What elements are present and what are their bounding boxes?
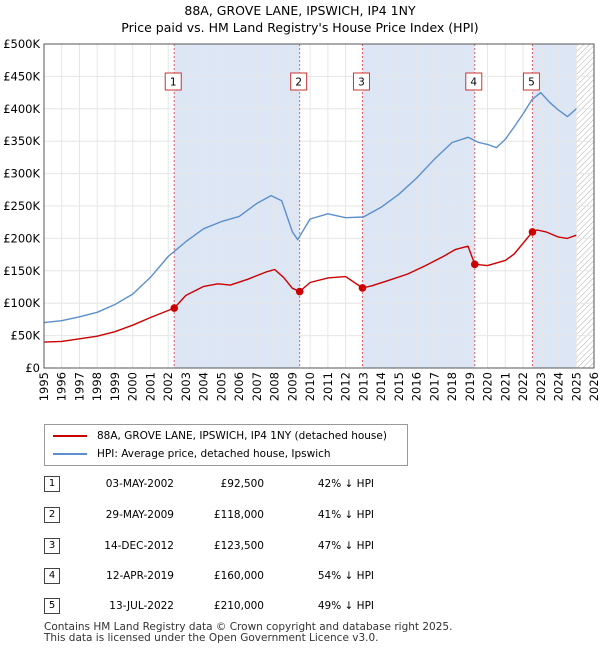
sale-marker-box bbox=[465, 72, 483, 91]
sale-date: 29-MAY-2009 bbox=[105, 509, 174, 521]
x-tick-label: 2019 bbox=[463, 372, 477, 401]
x-tick-label: 1996 bbox=[55, 372, 69, 401]
table-row: 2 29-MAY-2009 £118,000 41% ↓ HPI bbox=[44, 507, 464, 523]
price-paid-line bbox=[43, 229, 577, 343]
chart-title: 88A, GROVE LANE, IPSWICH, IP4 1NY bbox=[184, 3, 416, 18]
x-tick-label: 2010 bbox=[303, 372, 317, 401]
sale-point bbox=[528, 228, 537, 236]
sale-price: £92,500 bbox=[220, 478, 264, 490]
x-tick-label: 1995 bbox=[37, 372, 51, 401]
sale-marker-label: 3 bbox=[358, 77, 365, 89]
y-tick-label: £500K bbox=[3, 37, 40, 51]
x-tick-label: 2008 bbox=[268, 372, 282, 401]
sale-hpi-diff: 54% ↓ HPI bbox=[317, 570, 374, 582]
legend-hpi-swatch bbox=[53, 453, 87, 455]
chart-legend: 88A, GROVE LANE, IPSWICH, IP4 1NY (detac… bbox=[44, 424, 408, 466]
x-tick-label: 2017 bbox=[427, 372, 441, 401]
sale-marker-label: 4 bbox=[470, 77, 477, 89]
y-tick-label: £150K bbox=[3, 264, 40, 278]
sale-marker-label: 2 bbox=[295, 77, 302, 89]
y-tick-label: £0 bbox=[25, 361, 40, 375]
x-tick-label: 1997 bbox=[72, 372, 86, 401]
x-tick-label: 2001 bbox=[143, 372, 157, 401]
y-tick-label: £100K bbox=[3, 296, 40, 310]
sale-date: 03-MAY-2002 bbox=[105, 478, 174, 490]
x-tick-label: 2020 bbox=[481, 372, 495, 401]
sale-hpi-diff: 47% ↓ HPI bbox=[317, 540, 374, 552]
sale-price: £123,500 bbox=[213, 540, 264, 552]
x-tick-label: 2006 bbox=[232, 372, 246, 401]
sale-price: £118,000 bbox=[213, 509, 264, 521]
sale-marker-label: 1 bbox=[170, 77, 177, 89]
sale-hpi-diff: 42% ↓ HPI bbox=[317, 478, 374, 490]
sale-number-badge: 1 bbox=[44, 476, 60, 492]
y-tick-label: £300K bbox=[3, 167, 40, 181]
sale-date: 13-JUL-2022 bbox=[109, 600, 174, 612]
y-tick-label: £250K bbox=[3, 199, 40, 213]
chart-subtitle: Price paid vs. HM Land Registry's House … bbox=[121, 20, 478, 35]
y-tick-label: £200K bbox=[3, 231, 40, 245]
plot-frame bbox=[43, 43, 595, 369]
x-tick-label: 2002 bbox=[161, 372, 175, 401]
sale-number-badge: 4 bbox=[44, 568, 60, 584]
sale-point bbox=[358, 284, 367, 292]
y-tick-label: £400K bbox=[3, 102, 40, 116]
y-tick-label: £50K bbox=[11, 329, 41, 343]
legend-price-label: 88A, GROVE LANE, IPSWICH, IP4 1NY (detac… bbox=[97, 430, 387, 442]
sale-number-badge: 5 bbox=[44, 598, 60, 614]
footer-line-2: This data is licensed under the Open Gov… bbox=[44, 632, 379, 644]
price-chart: 88A, GROVE LANE, IPSWICH, IP4 1NY Price … bbox=[3, 3, 600, 401]
sale-marker-box bbox=[522, 72, 540, 91]
y-tick-label: £450K bbox=[3, 69, 40, 83]
legend-price-swatch bbox=[53, 435, 87, 437]
sale-point bbox=[295, 287, 304, 296]
footer-line-1: Contains HM Land Registry data © Crown c… bbox=[44, 621, 453, 633]
sale-point bbox=[470, 260, 479, 269]
y-tick-label: £350K bbox=[3, 134, 40, 148]
legend-hpi-label: HPI: Average price, detached house, Ipsw… bbox=[97, 448, 331, 460]
sale-hpi-diff: 41% ↓ HPI bbox=[317, 509, 374, 521]
table-row: 5 13-JUL-2022 £210,000 49% ↓ HPI bbox=[44, 598, 464, 614]
sale-date: 14-DEC-2012 bbox=[104, 540, 174, 552]
sale-marker-label: 5 bbox=[528, 77, 535, 89]
sale-price: £210,000 bbox=[213, 600, 264, 612]
sale-number-badge: 2 bbox=[44, 507, 60, 523]
x-tick-label: 2016 bbox=[410, 372, 424, 401]
x-tick-label: 2021 bbox=[498, 372, 512, 401]
x-tick-label: 2005 bbox=[214, 372, 228, 401]
x-tick-label: 2004 bbox=[197, 372, 211, 401]
table-row: 1 03-MAY-2002 £92,500 42% ↓ HPI bbox=[44, 476, 464, 492]
x-tick-label: 2014 bbox=[374, 372, 388, 401]
x-tick-label: 1998 bbox=[90, 372, 104, 401]
sale-price: £160,000 bbox=[213, 570, 264, 582]
x-tick-label: 2018 bbox=[445, 372, 459, 401]
x-tick-label: 2015 bbox=[392, 372, 406, 401]
x-tick-label: 2023 bbox=[534, 372, 548, 401]
x-tick-label: 2011 bbox=[321, 372, 335, 401]
x-tick-label: 2025 bbox=[569, 372, 583, 401]
x-tick-label: 2026 bbox=[587, 372, 600, 401]
footer-attribution: Contains HM Land Registry data © Crown c… bbox=[44, 622, 452, 644]
hpi-line bbox=[43, 91, 577, 324]
sale-marker-box bbox=[164, 72, 182, 91]
x-tick-label: 1999 bbox=[108, 372, 122, 401]
x-tick-label: 2013 bbox=[356, 372, 370, 401]
sale-marker-box bbox=[290, 72, 308, 91]
sale-hpi-diff: 49% ↓ HPI bbox=[317, 600, 374, 612]
x-tick-label: 2003 bbox=[179, 372, 193, 401]
x-tick-label: 2024 bbox=[552, 372, 566, 401]
x-tick-label: 2022 bbox=[516, 372, 530, 401]
sale-number-badge: 3 bbox=[44, 538, 60, 554]
x-tick-label: 2007 bbox=[250, 372, 264, 401]
sale-point bbox=[170, 304, 179, 312]
x-tick-label: 2000 bbox=[126, 372, 140, 401]
x-tick-label: 2009 bbox=[285, 372, 299, 401]
x-tick-label: 2012 bbox=[339, 372, 353, 401]
sale-marker-box bbox=[352, 72, 370, 91]
sale-date: 12-APR-2019 bbox=[106, 570, 174, 582]
table-row: 3 14-DEC-2012 £123,500 47% ↓ HPI bbox=[44, 538, 464, 554]
table-row: 4 12-APR-2019 £160,000 54% ↓ HPI bbox=[44, 568, 464, 584]
